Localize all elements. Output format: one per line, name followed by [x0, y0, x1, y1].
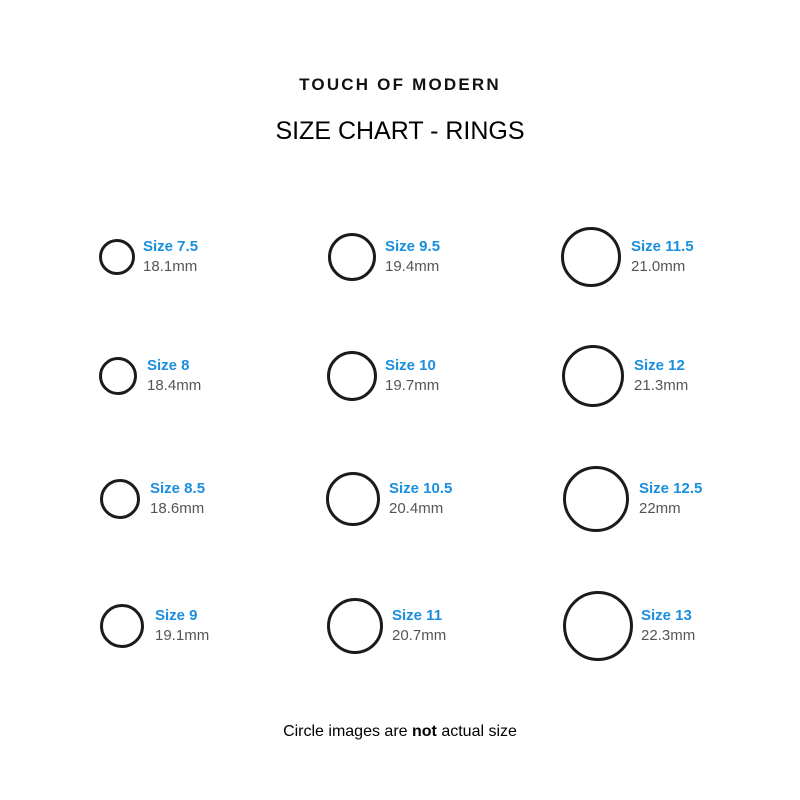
- size-label: Size 9.5: [385, 238, 441, 255]
- size-entry: Size 9 19.1mm: [155, 606, 209, 646]
- size-entry: Size 12.5 22mm: [639, 479, 702, 519]
- diameter-label: 19.1mm: [155, 627, 210, 644]
- ring-circle-icon: [100, 479, 140, 519]
- size-label: Size 10: [385, 357, 436, 374]
- diameter-label: 18.1mm: [143, 258, 198, 275]
- size-entry: Size 13 22.3mm: [641, 606, 695, 646]
- size-entry: Size 10 19.7mm: [385, 356, 439, 396]
- ring-circle-icon: [563, 591, 633, 661]
- page-title: SIZE CHART - RINGS: [275, 117, 525, 145]
- ring-circle-icon: [563, 466, 629, 532]
- ring-circle-icon: [328, 233, 376, 281]
- note-text: Circle images are: [283, 723, 412, 740]
- size-entry: Size 8.5 18.6mm: [150, 479, 205, 519]
- size-label: Size 9: [155, 607, 198, 624]
- diameter-label: 20.4mm: [389, 500, 444, 517]
- diameter-label: 21.0mm: [631, 258, 686, 275]
- size-entry: Size 10.5 20.4mm: [389, 479, 452, 519]
- note-text-end: actual size: [436, 723, 517, 740]
- ring-circle-icon: [326, 472, 380, 526]
- size-label: Size 12: [634, 357, 685, 374]
- diameter-label: 22mm: [639, 500, 681, 517]
- diameter-label: 20.7mm: [392, 627, 447, 644]
- ring-circle-icon: [327, 351, 377, 401]
- diameter-label: 22.3mm: [641, 627, 696, 644]
- size-entry: Size 9.5 19.4mm: [385, 237, 440, 277]
- diameter-label: 18.4mm: [147, 377, 202, 394]
- size-entry: Size 7.5 18.1mm: [143, 237, 198, 277]
- size-label: Size 8: [147, 357, 190, 374]
- ring-circle-icon: [327, 598, 383, 654]
- ring-circle-icon: [99, 357, 137, 395]
- ring-circle-icon: [100, 604, 144, 648]
- ring-circle-icon: [99, 239, 135, 275]
- ring-circle-icon: [561, 227, 621, 287]
- disclaimer-note: Circle images are not actual size: [0, 723, 800, 741]
- diameter-label: 19.7mm: [385, 377, 440, 394]
- size-label: Size 11.5: [631, 238, 694, 255]
- size-label: Size 8.5: [150, 480, 206, 497]
- size-label: Size 13: [641, 607, 692, 624]
- brand-logo: TOUCH OF MODERN: [299, 75, 501, 94]
- size-entry: Size 11.5 21.0mm: [631, 237, 694, 277]
- size-label: Size 7.5: [143, 238, 199, 255]
- ring-circle-icon: [562, 345, 624, 407]
- size-entry: Size 8 18.4mm: [147, 356, 201, 396]
- size-entry: Size 12 21.3mm: [634, 356, 688, 396]
- size-label: Size 12.5: [639, 480, 703, 497]
- note-emphasis: not: [412, 723, 437, 740]
- size-label: Size 11: [392, 607, 443, 624]
- diameter-label: 18.6mm: [150, 500, 205, 517]
- diameter-label: 19.4mm: [385, 258, 440, 275]
- size-label: Size 10.5: [389, 480, 453, 497]
- diameter-label: 21.3mm: [634, 377, 689, 394]
- size-entry: Size 11 20.7mm: [392, 606, 446, 646]
